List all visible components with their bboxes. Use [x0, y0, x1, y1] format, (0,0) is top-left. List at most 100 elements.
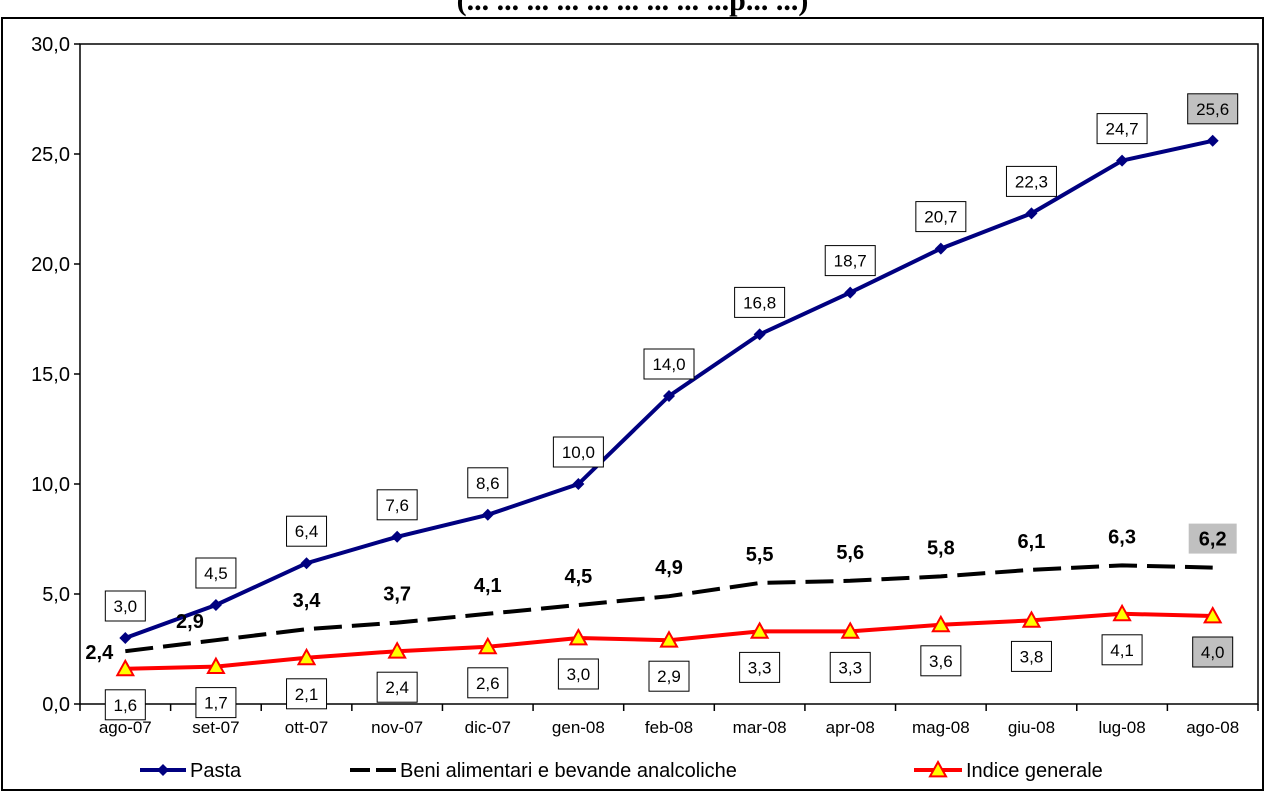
y-tick-label: 5,0 [42, 584, 70, 606]
beni-data-label: 6,1 [1018, 531, 1046, 553]
indice-data-label-box [467, 667, 509, 699]
indice-marker [296, 647, 317, 666]
pasta-marker [844, 286, 857, 299]
indice-data-label-box [104, 689, 146, 721]
indice-data-label: 2,1 [295, 685, 319, 704]
pasta-marker [481, 508, 494, 521]
pasta-data-label-box [824, 245, 876, 277]
indice-marker [659, 630, 679, 648]
beni-data-label: 5,5 [746, 544, 774, 566]
indice-data-label-box [739, 651, 781, 683]
pasta-data-label-box [552, 436, 604, 468]
indice-data-label-box [286, 678, 328, 710]
x-tick-label: mar-08 [733, 718, 787, 737]
pasta-data-label: 22,3 [1015, 172, 1048, 191]
x-tick-label: ott-07 [285, 718, 328, 737]
x-tick-label: apr-08 [826, 718, 875, 737]
indice-data-label: 3,0 [567, 665, 591, 684]
indice-data-label-box [829, 651, 871, 683]
indice-data-label-box [648, 660, 690, 692]
indice-data-label-box [376, 671, 418, 703]
pasta-data-label: 16,8 [743, 293, 776, 312]
indice-marker [115, 658, 136, 677]
pasta-data-label-box [1005, 165, 1057, 197]
pasta-marker [300, 557, 313, 570]
indice-marker [1112, 603, 1132, 622]
pasta-marker [934, 242, 947, 255]
chart-frame [1, 17, 1264, 791]
y-tick-label: 15,0 [31, 364, 70, 386]
indice-data-label-box [1010, 640, 1052, 672]
indice-data-label: 3,8 [1020, 647, 1044, 666]
pasta-data-label: 4,5 [204, 564, 228, 583]
x-tick-label: giu-08 [1008, 718, 1055, 737]
pasta-data-label-box [286, 515, 328, 547]
indice-data-label: 2,6 [476, 674, 500, 693]
indice-data-label: 2,9 [657, 667, 681, 686]
beni-data-label: 6,3 [1108, 526, 1136, 548]
indice-marker [1202, 605, 1223, 624]
pasta-data-label-box [195, 557, 237, 589]
pasta-marker [572, 478, 585, 490]
indice-marker [206, 656, 226, 674]
indice-marker [568, 627, 589, 646]
beni-data-label: 4,9 [655, 557, 683, 579]
legend-pasta-label: Pasta [190, 760, 242, 782]
x-tick-label: mag-08 [912, 718, 970, 737]
beni-data-label: 3,7 [383, 584, 411, 606]
pasta-data-label: 14,0 [652, 355, 685, 374]
x-tick-label: gen-08 [552, 718, 605, 737]
pasta-marker [209, 599, 222, 611]
pasta-data-label: 6,4 [295, 522, 319, 541]
pasta-data-label: 7,6 [385, 496, 409, 515]
pasta-marker [753, 328, 766, 341]
indice-data-label: 3,3 [838, 658, 862, 677]
indice-marker [840, 621, 860, 639]
pasta-data-label: 20,7 [924, 208, 957, 227]
beni-data-label: 5,8 [927, 537, 955, 559]
indice-marker [1021, 610, 1042, 628]
pasta-data-label-box [104, 590, 146, 622]
legend-indice-marker [928, 759, 948, 778]
pasta-marker [663, 390, 675, 402]
beni-data-label: 5,6 [836, 542, 864, 564]
beni-data-label: 6,2 [1199, 529, 1227, 551]
legend-beni-label: Beni alimentari e bevande analcoliche [400, 760, 737, 782]
indice-data-label: 3,6 [929, 652, 953, 671]
pasta-data-label: 25,6 [1196, 100, 1229, 119]
pasta-data-label: 24,7 [1106, 120, 1139, 139]
y-tick-label: 0,0 [42, 694, 70, 716]
indice-data-label: 3,3 [748, 658, 772, 677]
beni-data-label: 4,1 [474, 575, 502, 597]
indice-marker [749, 621, 770, 639]
pasta-data-label-box [915, 201, 967, 233]
legend-indice-label: Indice generale [966, 760, 1103, 782]
legend-pasta-marker [157, 764, 169, 776]
pasta-data-label-box [467, 467, 509, 499]
pasta-data-label: 3,0 [113, 597, 137, 616]
indice-data-label: 2,4 [385, 678, 409, 697]
chart-title: (... ... ... ... ... ... ... ... ...p...… [456, 0, 809, 17]
y-tick-label: 20,0 [31, 254, 70, 276]
indice-marker [478, 636, 498, 655]
indice-data-label-box [1101, 634, 1143, 666]
indice-marker [387, 641, 407, 659]
series-line-beni [125, 563, 1213, 654]
pasta-marker [1206, 134, 1219, 147]
beni-data-label: 3,4 [293, 590, 322, 612]
x-tick-label: feb-08 [645, 718, 693, 737]
pasta-data-label-box [376, 489, 418, 521]
x-tick-label: nov-07 [371, 718, 423, 737]
pasta-data-label-box [734, 286, 786, 318]
beni-data-label: 4,5 [564, 566, 592, 588]
x-tick-label: ago-07 [99, 718, 152, 737]
pasta-data-label-box [1187, 93, 1239, 125]
indice-data-label-box [557, 658, 599, 690]
pasta-data-label: 10,0 [562, 443, 595, 462]
indice-data-label: 4,1 [1110, 641, 1134, 660]
pasta-data-label: 18,7 [834, 252, 867, 271]
pasta-marker [1116, 154, 1129, 167]
pasta-data-label: 8,6 [476, 474, 500, 493]
